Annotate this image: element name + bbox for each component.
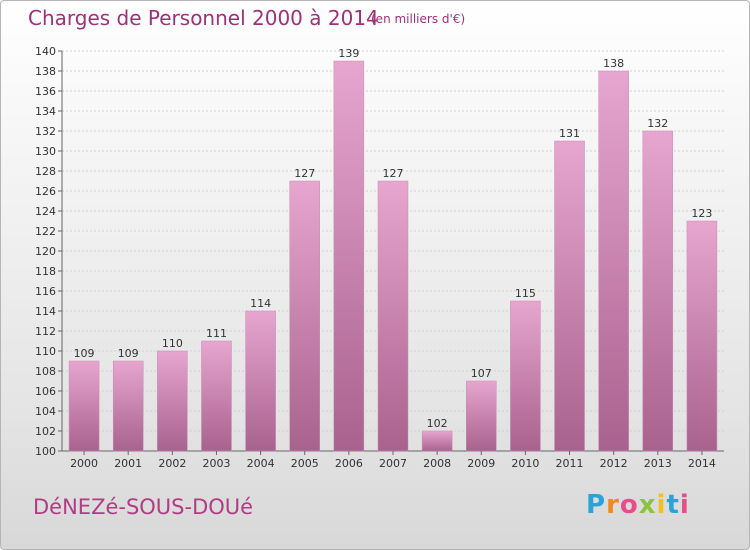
x-tick-label: 2014: [688, 457, 716, 470]
bar: [554, 140, 585, 452]
y-tick-label: 108: [35, 365, 56, 378]
bar: [201, 340, 232, 452]
bar: [510, 300, 541, 452]
proxiti-logo[interactable]: Proxiti: [586, 490, 690, 520]
y-tick-label: 104: [35, 405, 56, 418]
y-tick-label: 132: [35, 125, 56, 138]
x-tick-label: 2002: [158, 457, 186, 470]
x-tick-label: 2001: [114, 457, 142, 470]
data-label: 127: [294, 167, 315, 180]
logo-letter: i: [679, 490, 690, 520]
logo-letter: i: [656, 490, 667, 520]
data-label: 109: [118, 347, 139, 360]
logo-letter: x: [638, 490, 657, 520]
y-tick-label: 140: [35, 45, 56, 58]
y-tick-label: 114: [35, 305, 56, 318]
x-tick-label: 2005: [291, 457, 319, 470]
bar: [245, 310, 276, 452]
data-label: 115: [515, 287, 536, 300]
data-label: 123: [691, 207, 712, 220]
bar: [289, 180, 320, 452]
bar: [466, 380, 497, 452]
x-tick-label: 2010: [511, 457, 539, 470]
x-tick-label: 2003: [202, 457, 230, 470]
x-tick-label: 2004: [247, 457, 275, 470]
y-tick-label: 124: [35, 205, 56, 218]
x-tick-label: 2011: [556, 457, 584, 470]
data-label: 138: [603, 57, 624, 70]
bar: [598, 70, 629, 452]
x-tick-label: 2006: [335, 457, 363, 470]
logo-letter: o: [619, 490, 639, 520]
data-label: 109: [74, 347, 95, 360]
x-tick-label: 2007: [379, 457, 407, 470]
y-tick-label: 112: [35, 325, 56, 338]
y-tick-label: 134: [35, 105, 56, 118]
data-label: 110: [162, 337, 183, 350]
bar: [112, 360, 144, 452]
chart-title: Charges de Personnel 2000 à 2014: [28, 6, 379, 30]
bar: [642, 130, 674, 452]
data-label: 114: [250, 297, 271, 310]
y-tick-label: 102: [35, 425, 56, 438]
bar: [421, 430, 453, 452]
bar: [686, 220, 718, 452]
y-tick-label: 120: [35, 245, 56, 258]
data-label: 127: [383, 167, 404, 180]
y-tick-label: 118: [35, 265, 56, 278]
data-label: 111: [206, 327, 227, 340]
y-tick-label: 126: [35, 185, 56, 198]
bar: [68, 360, 100, 452]
y-tick-label: 110: [35, 345, 56, 358]
x-tick-label: 2012: [600, 457, 628, 470]
data-label: 107: [471, 367, 492, 380]
y-tick-label: 100: [35, 445, 56, 458]
y-tick-label: 122: [35, 225, 56, 238]
bar: [333, 60, 365, 452]
data-label: 102: [427, 417, 448, 430]
y-tick-label: 138: [35, 65, 56, 78]
bar: [377, 180, 409, 452]
x-tick-label: 2000: [70, 457, 98, 470]
chart-unit-subtitle: (en milliers d'€): [371, 12, 466, 26]
y-tick-label: 128: [35, 165, 56, 178]
y-tick-label: 106: [35, 385, 56, 398]
data-label: 131: [559, 127, 580, 140]
logo-letter: t: [666, 490, 680, 520]
logo-letter: P: [586, 490, 607, 520]
x-tick-label: 2008: [423, 457, 451, 470]
y-tick-label: 130: [35, 145, 56, 158]
location-name: DéNEZé-SOUS-DOUé: [33, 495, 254, 519]
y-tick-label: 136: [35, 85, 56, 98]
bar: [157, 350, 188, 452]
y-tick-label: 116: [35, 285, 56, 298]
logo-letter: r: [606, 490, 620, 520]
data-label: 139: [338, 47, 359, 60]
data-label: 132: [647, 117, 668, 130]
x-tick-label: 2009: [467, 457, 495, 470]
x-tick-label: 2013: [644, 457, 672, 470]
